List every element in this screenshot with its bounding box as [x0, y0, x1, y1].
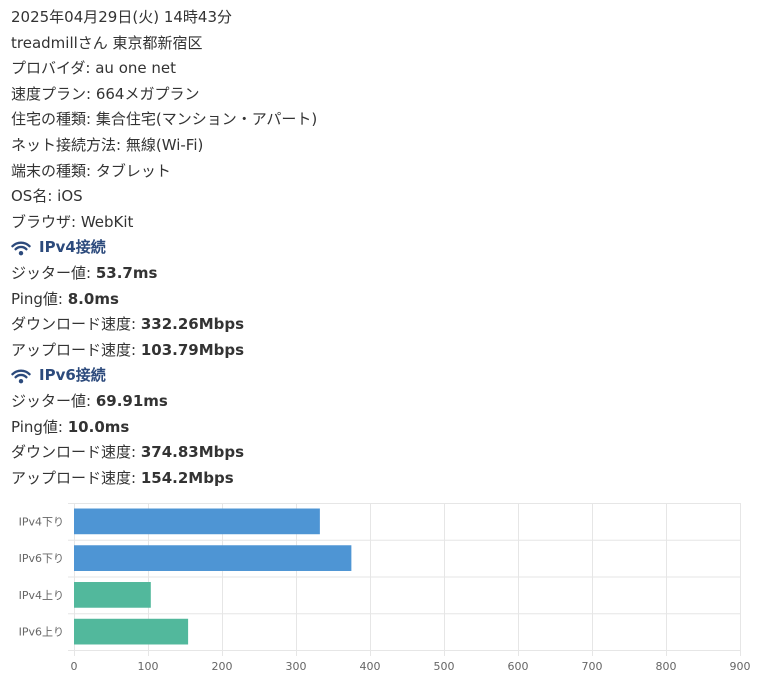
category-label: IPv4上り — [19, 589, 64, 602]
ipv4-upload-value: 103.79Mbps — [140, 340, 245, 359]
connection-label: ネット接続方法 — [11, 135, 117, 154]
ipv4-section-title: IPv4接続 — [39, 238, 106, 257]
connection-value: 無線(Wi-Fi) — [125, 135, 204, 154]
device-value: タブレット — [95, 161, 171, 180]
x-tick-label: 0 — [71, 660, 78, 673]
ipv6-ping-value: 10.0ms — [67, 417, 130, 436]
provider-label: プロバイダ — [11, 59, 86, 78]
bar — [74, 508, 320, 535]
bar — [74, 582, 151, 608]
x-tick-label: 600 — [508, 660, 529, 673]
browser-row: ブラウザ: WebKit — [11, 212, 134, 231]
ipv6-jitter-value: 69.91ms — [95, 391, 168, 410]
category-label: IPv4下り — [19, 515, 64, 528]
user-location: treadmillさん 東京都新宿区 — [11, 33, 203, 52]
plan-value: 664メガプラン — [95, 84, 200, 103]
ipv4-ping-row: Ping値: 8.0ms — [11, 289, 119, 308]
housing-value: 集合住宅(マンション・アパート) — [95, 110, 318, 129]
ipv4-download-value: 332.26Mbps — [140, 315, 245, 334]
ipv6-download-row: ダウンロード速度: 374.83Mbps — [11, 443, 245, 462]
ipv6-ping-row: Ping値: 10.0ms — [11, 417, 130, 436]
connection-row: ネット接続方法: 無線(Wi-Fi) — [11, 135, 204, 154]
ipv4-section-header: IPv4接続 — [11, 235, 751, 261]
ipv6-upload-row: アップロード速度: 154.2Mbps — [11, 468, 234, 487]
ipv4-jitter-row: ジッター値: 53.7ms — [11, 263, 158, 282]
ipv6-upload-value: 154.2Mbps — [140, 468, 234, 487]
ipv6-jitter-row: ジッター値: 69.91ms — [11, 391, 168, 410]
x-tick-label: 900 — [730, 660, 751, 673]
ipv4-upload-label: アップロード速度 — [11, 340, 132, 359]
ipv4-download-label: ダウンロード速度 — [11, 315, 132, 334]
category-label: IPv6上り — [19, 626, 64, 639]
browser-value: WebKit — [80, 212, 134, 231]
x-tick-label: 300 — [286, 660, 307, 673]
os-label: OS名 — [11, 187, 48, 206]
ipv6-section-title: IPv6接続 — [39, 366, 106, 385]
ipv6-ping-label: Ping値 — [11, 417, 58, 436]
ipv4-download-row: ダウンロード速度: 332.26Mbps — [11, 315, 245, 334]
browser-label: ブラウザ — [11, 212, 72, 231]
ipv6-upload-label: アップロード速度 — [11, 468, 132, 487]
bar — [74, 545, 352, 571]
device-row: 端末の種類: タブレット — [11, 161, 171, 180]
ipv4-jitter-value: 53.7ms — [95, 263, 158, 282]
device-label: 端末の種類 — [11, 161, 87, 180]
ipv4-ping-label: Ping値 — [11, 289, 58, 308]
ipv6-download-value: 374.83Mbps — [140, 443, 245, 462]
x-tick-label: 500 — [434, 660, 455, 673]
housing-label: 住宅の種類 — [11, 110, 87, 129]
ipv4-ping-value: 8.0ms — [67, 289, 119, 308]
x-tick-label: 800 — [656, 660, 677, 673]
plan-row: 速度プラン: 664メガプラン — [11, 84, 200, 103]
bar — [74, 618, 189, 645]
housing-row: 住宅の種類: 集合住宅(マンション・アパート) — [11, 110, 318, 129]
ipv4-upload-row: アップロード速度: 103.79Mbps — [11, 340, 245, 359]
measured-datetime: 2025年04月29日(火) 14時43分 — [11, 8, 232, 26]
x-tick-label: 100 — [138, 660, 159, 673]
os-value: iOS — [57, 187, 83, 206]
provider-row: プロバイダ: au one net — [11, 59, 176, 78]
speed-bar-chart: IPv4下り IPv6下り IPv4上り IPv6上り 0 100 200 300 400 500… — [19, 503, 751, 673]
plan-label: 速度プラン — [11, 84, 87, 103]
ipv4-jitter-label: ジッター値 — [11, 263, 87, 282]
ipv6-section-header: IPv6接続 — [11, 363, 751, 389]
wifi-icon — [11, 368, 31, 384]
provider-value: au one net — [95, 59, 176, 78]
x-tick-label: 400 — [360, 660, 381, 673]
ipv6-jitter-label: ジッター値 — [11, 391, 87, 410]
x-tick-label: 700 — [582, 660, 603, 673]
x-tick-label: 200 — [212, 660, 233, 673]
os-row: OS名: iOS — [11, 187, 83, 206]
ipv6-download-label: ダウンロード速度 — [11, 443, 132, 462]
wifi-icon — [11, 240, 31, 256]
category-label: IPv6下り — [19, 552, 64, 565]
result-info: 2025年04月29日(火) 14時43分 treadmillさん 東京都新宿区… — [11, 0, 751, 491]
